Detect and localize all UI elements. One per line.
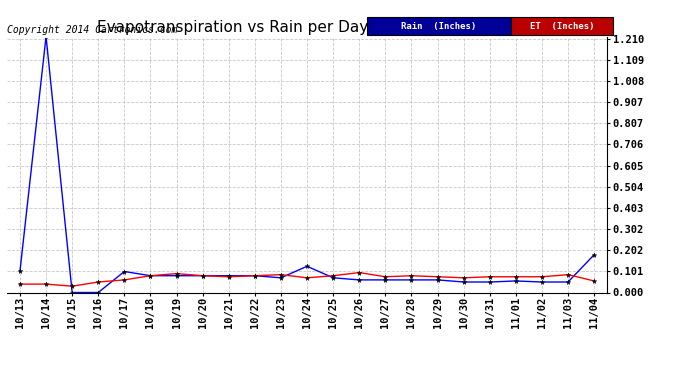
Text: Copyright 2014 Cartronics.com: Copyright 2014 Cartronics.com (7, 25, 177, 35)
FancyBboxPatch shape (511, 17, 613, 35)
FancyBboxPatch shape (367, 17, 511, 35)
Title: Evapotranspiration vs Rain per Day (Inches) 20141105: Evapotranspiration vs Rain per Day (Inch… (97, 20, 517, 35)
Text: ET  (Inches): ET (Inches) (530, 21, 594, 30)
Text: Rain  (Inches): Rain (Inches) (402, 21, 477, 30)
